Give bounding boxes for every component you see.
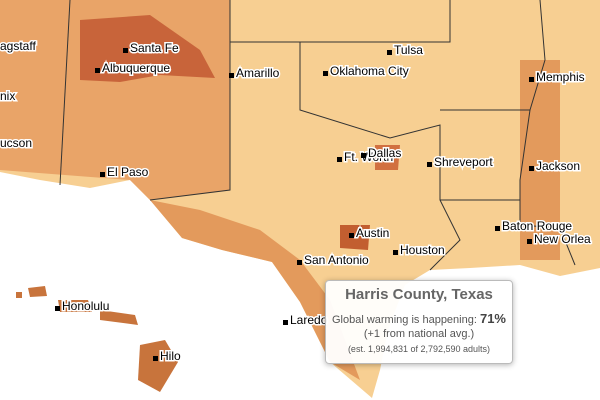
city-marker: [393, 250, 398, 255]
tooltip-difference: (+1 from national avg.): [363, 328, 475, 340]
state-border: [300, 0, 451, 43]
city-labels: agstaff Santa Fe Albuquerque nix ucson A…: [0, 38, 593, 365]
city-marker: [387, 50, 392, 55]
city-label: Austin: [356, 226, 389, 240]
island: [138, 340, 178, 392]
city-label: Shreveport: [434, 155, 493, 169]
city-label: ucson: [0, 136, 32, 150]
state-border: [519, 109, 576, 266]
city-label: Albuquerque: [102, 61, 170, 75]
city-marker: [495, 226, 500, 231]
city-label: Jackson: [536, 159, 580, 173]
city-marker: [283, 320, 288, 325]
city-label: Santa Fe: [130, 41, 179, 55]
state-border: [149, 0, 231, 201]
city-label: Memphis: [536, 70, 585, 84]
city-label: Tulsa: [394, 43, 423, 57]
island: [58, 300, 92, 312]
region-dark: [80, 15, 215, 82]
city-label: San Antonio: [304, 253, 369, 267]
city-marker: [95, 68, 100, 73]
region-brown: [375, 145, 400, 170]
city-marker: [123, 48, 128, 53]
city-label: Laredo: [290, 313, 328, 327]
city-label: Hilo: [160, 349, 181, 363]
tooltip-line: Global warming is happening: 71%: [326, 311, 512, 326]
city-marker: [337, 157, 342, 162]
city-label: Ft. Worth: [344, 150, 393, 164]
city-label: Amarillo: [236, 66, 280, 80]
city-marker: [349, 233, 354, 238]
city-marker: [229, 73, 234, 78]
city-marker: [361, 153, 366, 158]
city-marker: [153, 356, 158, 361]
city-marker: [100, 172, 105, 177]
city-marker: [297, 260, 302, 265]
tooltip-label: Global warming is happening:: [331, 314, 477, 326]
city-marker: [55, 306, 60, 311]
tooltip-estimate: (est. 1,994,831 of 2,792,590 adults): [347, 344, 491, 354]
city-label: agstaff: [0, 39, 36, 53]
state-border: [440, 0, 546, 111]
city-marker: [529, 77, 534, 82]
city-marker: [527, 239, 532, 244]
city-label: nix: [0, 89, 15, 103]
city-marker: [427, 162, 432, 167]
island: [28, 286, 47, 297]
state-border: [59, 0, 71, 186]
city-label: New Orlea: [534, 232, 591, 246]
island: [16, 292, 22, 298]
city-label: Dallas: [368, 146, 401, 160]
island: [100, 310, 138, 325]
city-label: Honolulu: [62, 299, 109, 313]
city-label: Houston: [400, 243, 445, 257]
city-marker: [529, 166, 534, 171]
city-marker: [323, 71, 328, 76]
state-border: [230, 41, 461, 271]
tooltip-value: 71%: [479, 311, 506, 326]
city-label: Baton Rouge: [502, 219, 572, 233]
city-label: Oklahoma City: [330, 64, 409, 78]
tooltip-title: Harris County, Texas: [345, 286, 493, 303]
region-brown: [340, 225, 370, 250]
city-label: El Paso: [107, 165, 149, 179]
tooltip: Harris County, Texas Global warming is h…: [325, 280, 513, 364]
